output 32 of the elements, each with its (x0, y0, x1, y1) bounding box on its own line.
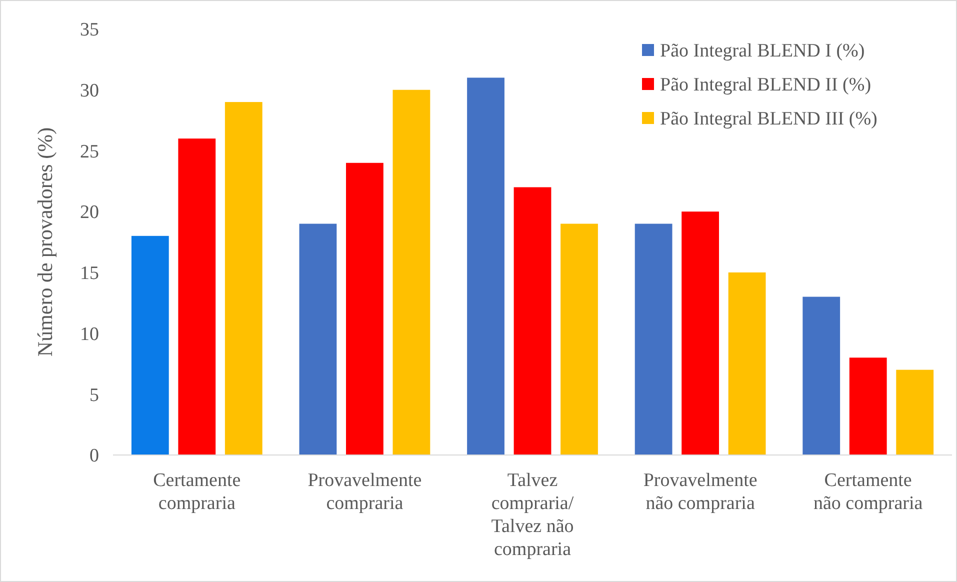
bar (346, 162, 384, 455)
bar (178, 138, 216, 455)
y-tick-label: 30 (80, 80, 99, 102)
y-tick-label: 5 (90, 384, 99, 406)
y-tick-label: 35 (80, 20, 99, 41)
bar (392, 90, 430, 455)
bar (131, 236, 169, 455)
bar (514, 187, 552, 455)
x-tick-label: Certamente compraria (153, 470, 241, 514)
bar (224, 102, 262, 455)
bar (560, 224, 598, 455)
legend-label: Pão Integral BLEND III (%) (660, 108, 878, 130)
bar (802, 296, 840, 455)
y-tick-label: 10 (80, 324, 99, 345)
legend-label: Pão Integral BLEND I (%) (660, 40, 865, 62)
y-tick-label: 0 (90, 446, 99, 467)
bar (849, 358, 887, 455)
bar (682, 212, 719, 455)
bar (634, 224, 672, 455)
x-tick-label: Provavelmente não compraria (643, 470, 758, 514)
y-tick-label: 25 (80, 141, 99, 162)
bar (467, 78, 504, 455)
bar (896, 370, 934, 455)
bar (728, 272, 766, 455)
bar (299, 224, 337, 455)
y-tick-label: 20 (80, 202, 99, 224)
legend-label: Pão Integral BLEND II (%) (660, 74, 872, 96)
x-tick-label: Provavelmente compraria (308, 470, 422, 514)
y-tick-label: 15 (80, 263, 99, 284)
x-tick-label: Talvez compraria/ Talvez não compraria (491, 470, 574, 560)
y-axis-title: Número de provadores (%) (33, 127, 57, 357)
x-tick-label: Certamente não compraria (814, 470, 924, 514)
